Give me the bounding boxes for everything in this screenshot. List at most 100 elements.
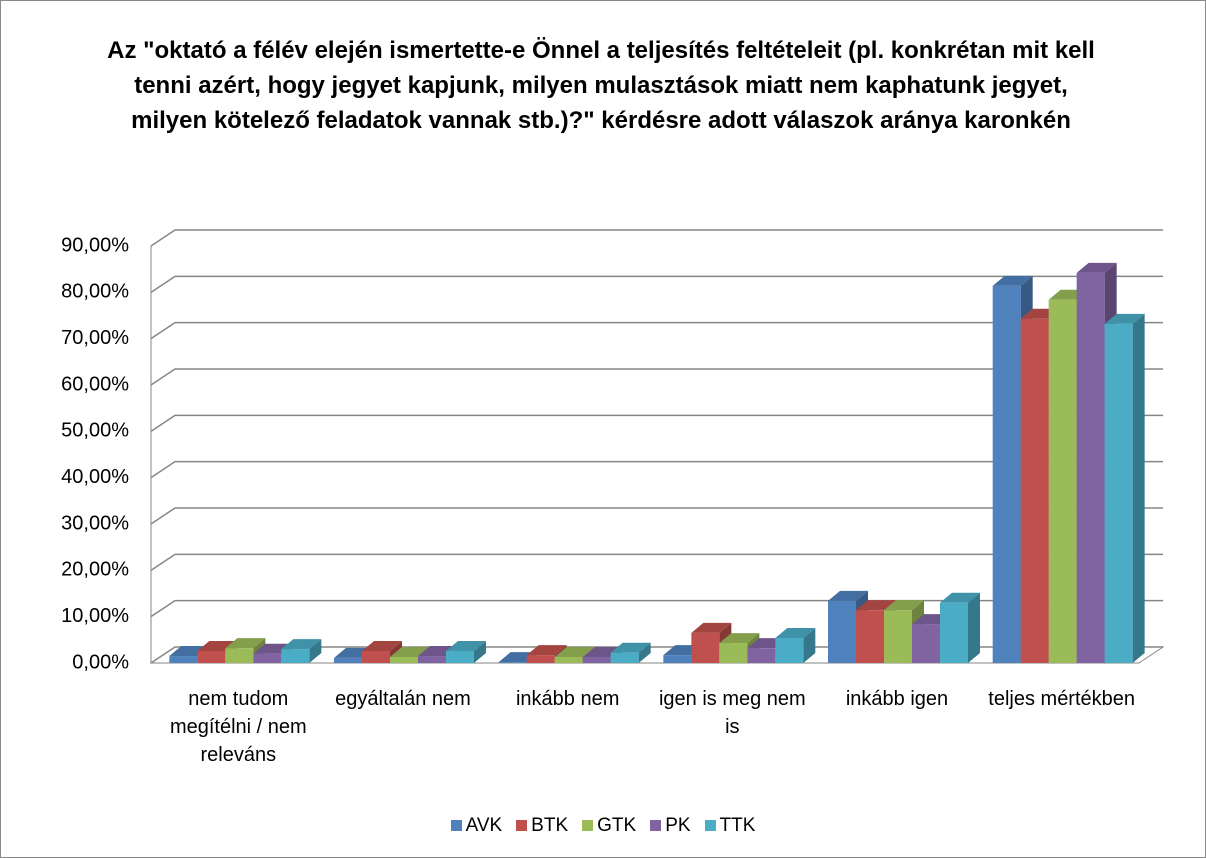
bar-front xyxy=(719,643,748,663)
bar-top xyxy=(1076,262,1117,273)
bar-top xyxy=(554,646,595,657)
chart-title: Az "oktató a félév elején ismertette-e Ö… xyxy=(107,37,1095,134)
y-tick-label: 40,00% xyxy=(61,466,129,488)
x-tick-label: inkább igen xyxy=(845,688,949,710)
bar-top xyxy=(884,600,924,611)
x-tick-label: egyáltalán nem xyxy=(335,688,471,710)
legend-label: AVK xyxy=(465,815,503,836)
bar-front xyxy=(445,650,474,663)
legend-label: BTK xyxy=(531,815,569,836)
y-tick-label: 30,00% xyxy=(61,512,129,534)
bar-front xyxy=(992,285,1021,663)
legend-label: TTK xyxy=(719,815,756,836)
x-tick-label: igen is meg nem is xyxy=(658,688,806,738)
y-tick-label: 60,00% xyxy=(61,373,129,395)
y-tick-label: 80,00% xyxy=(61,281,129,303)
bar-front xyxy=(747,648,776,663)
bar-front xyxy=(526,655,555,663)
bar-front xyxy=(939,602,968,663)
bar-front xyxy=(1104,323,1133,663)
bar xyxy=(281,639,322,663)
bar-front xyxy=(417,656,446,663)
bar-top xyxy=(281,639,322,650)
bar-front xyxy=(884,610,912,663)
legend-swatch xyxy=(704,820,716,831)
x-tick-label: teljes mértékben xyxy=(988,688,1136,710)
bar xyxy=(775,627,816,663)
y-tick-label: 0,00% xyxy=(72,651,129,673)
bar-front xyxy=(911,624,940,663)
bar-top xyxy=(526,645,567,656)
bar-front xyxy=(663,655,692,663)
legend: AVK BTK GTK PK TTK xyxy=(1,815,1205,837)
bar-side xyxy=(1132,313,1145,663)
bar-front xyxy=(334,657,363,663)
bar-top xyxy=(610,642,651,653)
bar-side xyxy=(967,592,980,663)
bar-top xyxy=(1104,313,1145,324)
legend-swatch xyxy=(450,820,462,831)
grid-line xyxy=(150,507,1163,525)
grid-line xyxy=(150,460,1163,479)
bar-top xyxy=(939,592,980,603)
grid-line xyxy=(150,321,1163,340)
bar-front xyxy=(582,656,611,663)
bar-front xyxy=(362,650,391,663)
x-tick-label: nem tudom megítélni / nem releváns xyxy=(169,688,307,766)
bar-front xyxy=(281,649,310,663)
legend-label: GTK xyxy=(597,815,637,836)
bar-side xyxy=(473,640,486,663)
legend-swatch xyxy=(516,820,528,831)
bar-front xyxy=(225,648,254,663)
bar-front xyxy=(691,632,720,663)
bar xyxy=(1104,313,1145,663)
bar-top xyxy=(856,600,897,611)
bar-front xyxy=(610,652,639,663)
legend-label: PK xyxy=(665,815,691,836)
grid-line xyxy=(150,275,1163,293)
bar-front xyxy=(169,656,198,663)
legend-item: GTK xyxy=(582,815,636,837)
bar xyxy=(610,642,651,663)
bar-front xyxy=(498,662,527,663)
legend-item: AVK xyxy=(450,815,503,837)
y-tick-label: 70,00% xyxy=(61,327,129,349)
bar-top xyxy=(445,640,486,651)
legend-item: BTK xyxy=(516,815,568,837)
x-tick-label: inkább nem xyxy=(515,688,620,710)
bar-top xyxy=(775,627,816,638)
bar-front xyxy=(390,656,418,663)
bar xyxy=(445,640,486,663)
bar-side xyxy=(638,642,651,663)
bar xyxy=(939,592,980,663)
grid-line xyxy=(150,368,1163,386)
bar-side xyxy=(309,639,322,663)
bar-front xyxy=(1048,299,1077,663)
bar-front xyxy=(856,610,885,663)
bar-top xyxy=(719,633,760,644)
bar-front xyxy=(253,653,282,663)
grid-line xyxy=(150,553,1163,571)
bar-front xyxy=(828,600,857,663)
bar-top xyxy=(225,638,266,649)
grid-line xyxy=(150,229,1163,247)
bar-top xyxy=(362,640,403,651)
y-tick-label: 10,00% xyxy=(61,605,129,627)
y-tick-label: 90,00% xyxy=(61,234,129,256)
bar-front xyxy=(775,637,804,663)
y-tick-label: 20,00% xyxy=(61,559,129,581)
bar-top xyxy=(828,590,869,601)
legend-swatch xyxy=(582,820,594,831)
y-tick-label: 50,00% xyxy=(61,420,129,442)
legend-item: TTK xyxy=(704,815,756,837)
grid-line xyxy=(150,414,1163,432)
bar-top xyxy=(691,622,732,633)
bar-front xyxy=(554,656,583,663)
legend-swatch xyxy=(650,820,662,831)
bar-front xyxy=(1020,318,1049,663)
bar-top xyxy=(992,275,1033,286)
bar-front xyxy=(197,650,226,663)
legend-item: PK xyxy=(650,815,691,837)
